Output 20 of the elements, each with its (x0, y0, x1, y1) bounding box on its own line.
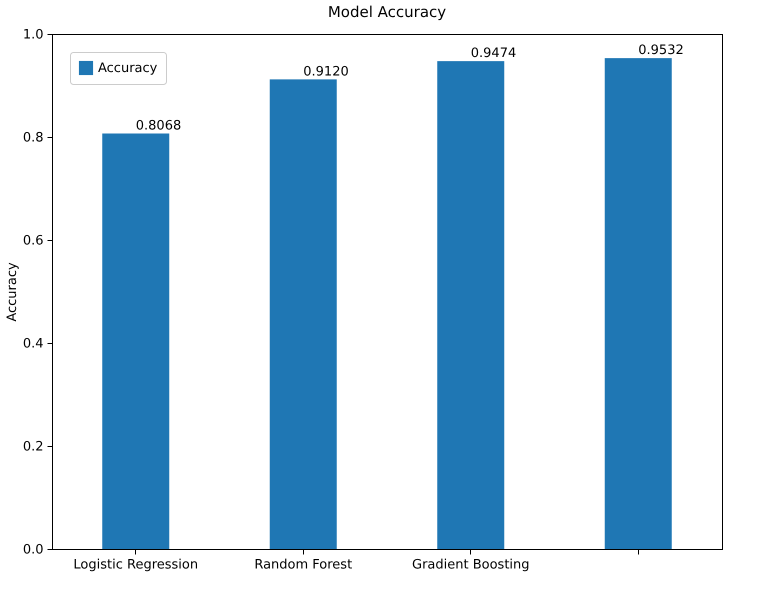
y-tick-label: 0.4 (22, 336, 44, 352)
bar (437, 61, 504, 549)
text: 0.8068 (136, 118, 182, 134)
y-axis-title: Accuracy (4, 262, 20, 322)
y-tick-label: 1.0 (22, 28, 44, 42)
bar (102, 134, 170, 549)
y-tick-label: 0.6 (22, 234, 44, 248)
text: 0.9532 (638, 43, 684, 58)
y-tick-label: 0.8 (22, 130, 44, 146)
text: 0.9120 (303, 64, 349, 80)
y-tick-label: 0.0 (22, 542, 44, 558)
bar (270, 79, 337, 549)
x-tick-label: Logistic Regression (73, 558, 198, 572)
x-tick-label: Gradient Boosting (412, 558, 530, 572)
y-tick-label: 0.2 (22, 440, 44, 454)
legend-label: Accuracy (98, 61, 158, 76)
chart-title: Model Accuracy (328, 3, 446, 21)
text: 0.9474 (470, 46, 516, 62)
bar (604, 58, 672, 549)
x-tick-label: Random Forest (254, 558, 352, 572)
